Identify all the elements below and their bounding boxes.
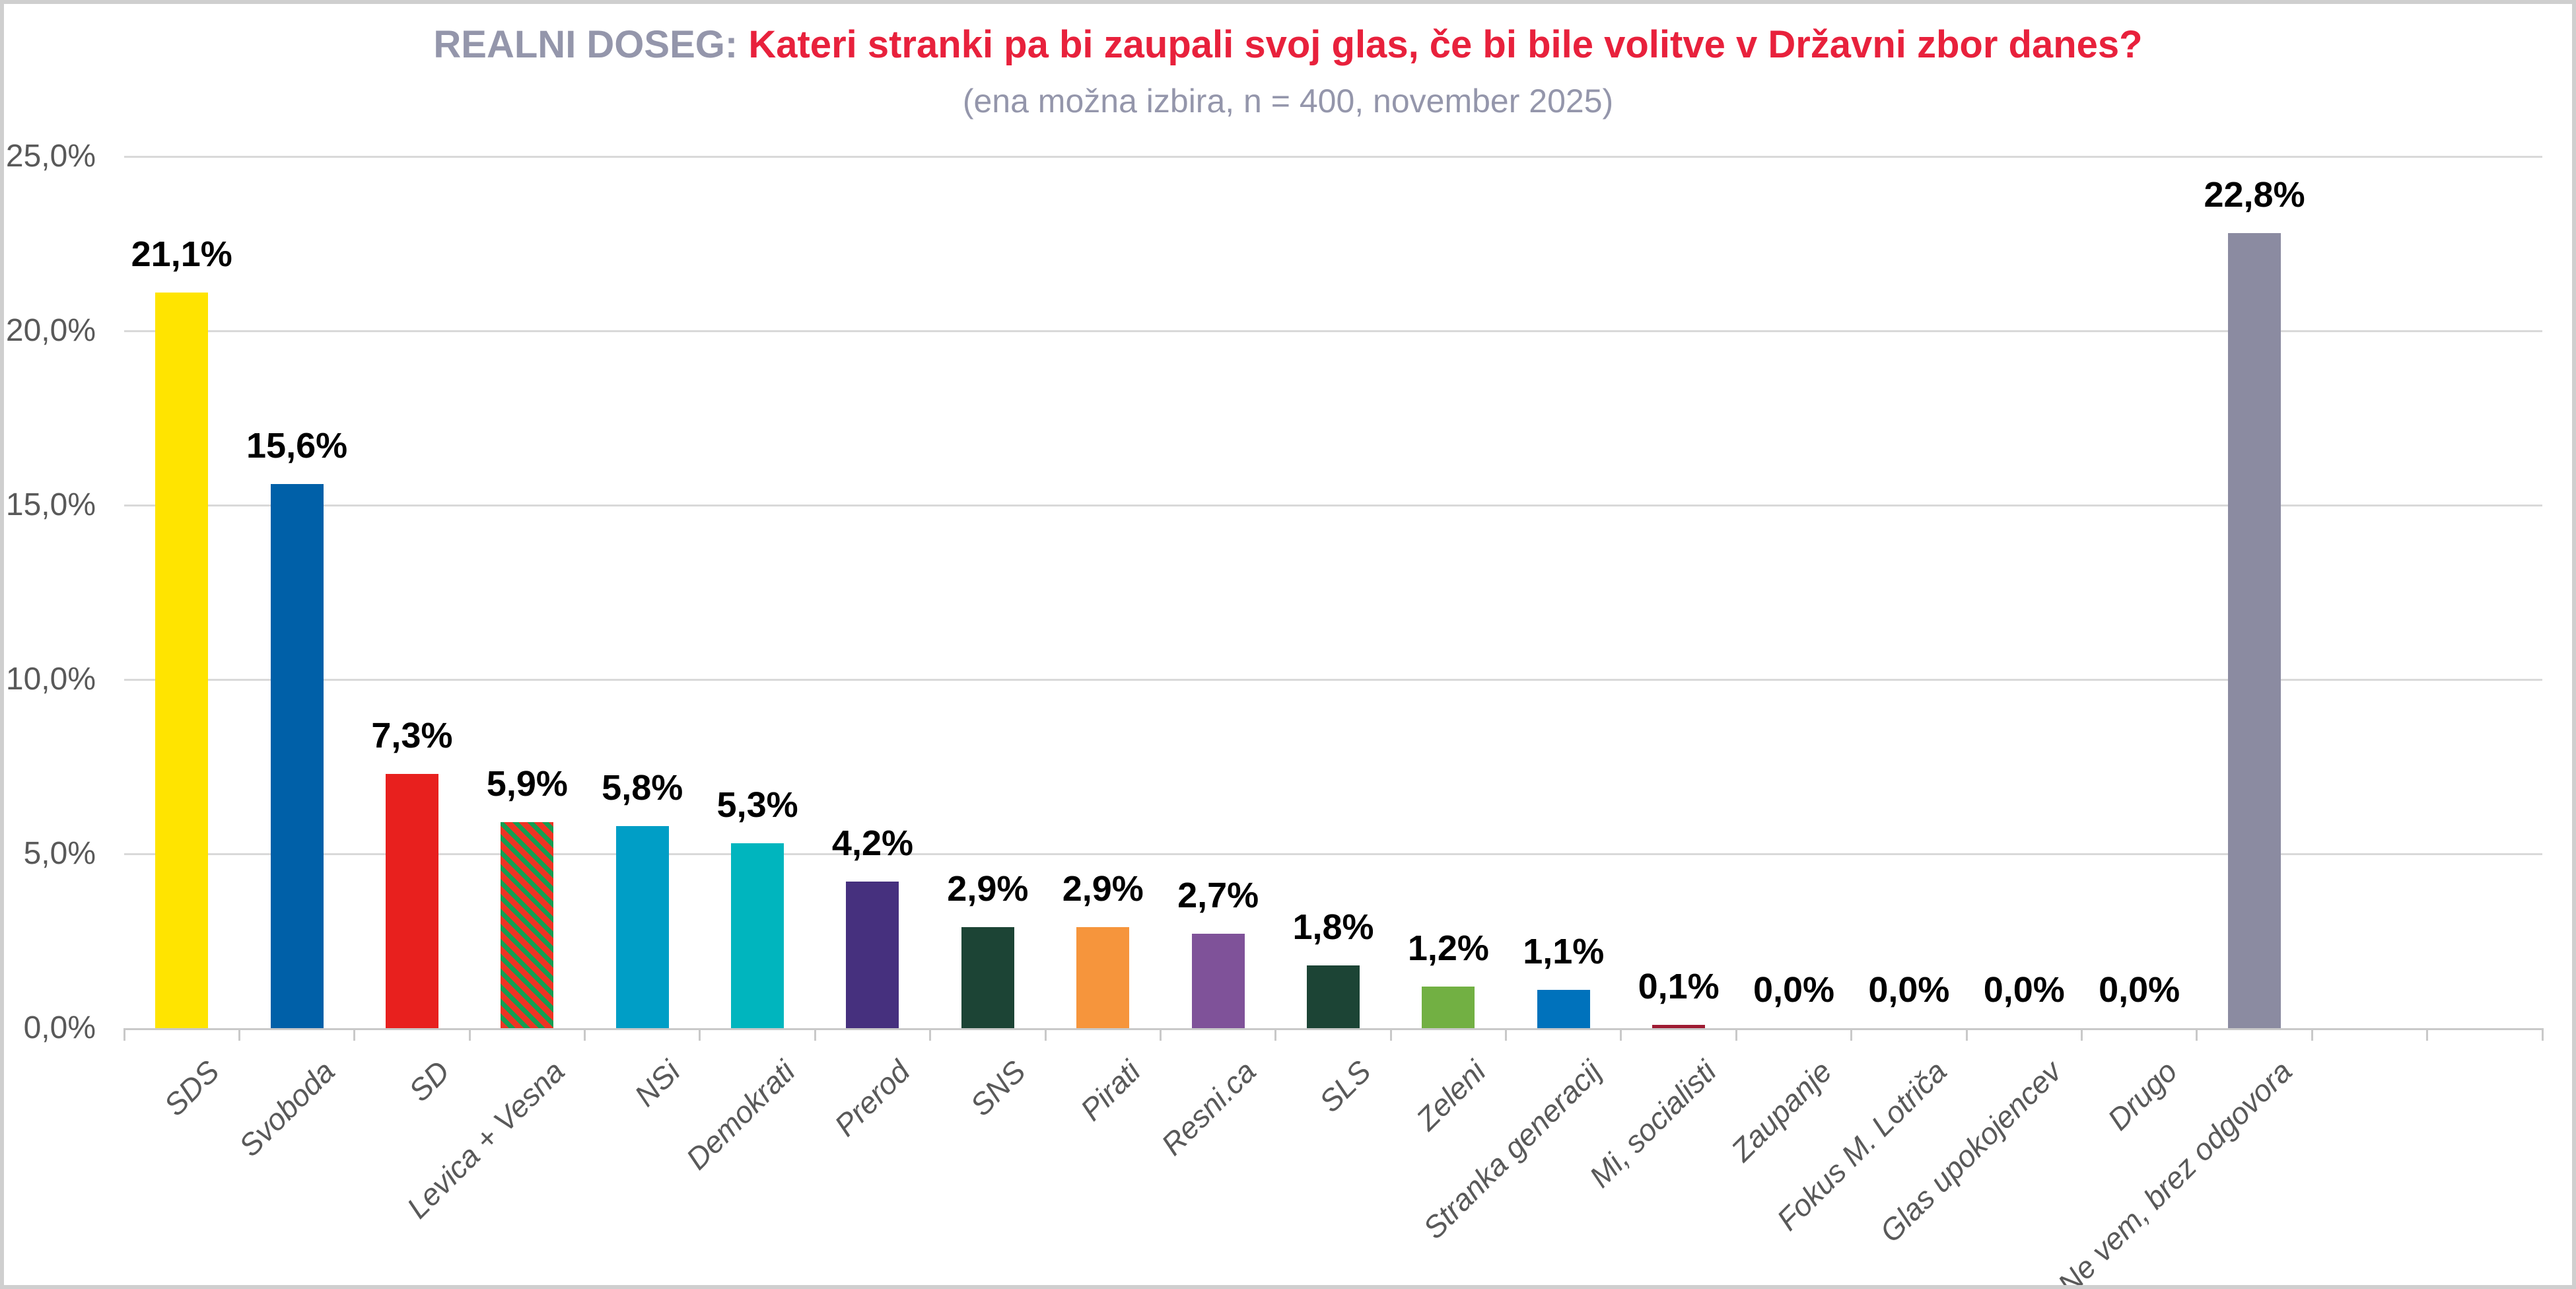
y-axis-label: 15,0%: [5, 487, 96, 522]
x-axis-tick: [1044, 1028, 1047, 1041]
y-axis-label: 0,0%: [23, 1010, 96, 1045]
gridline-15: [124, 504, 2542, 506]
x-axis-tick: [1850, 1028, 1853, 1041]
bar-value-label: 5,9%: [486, 764, 568, 804]
y-axis-label: 10,0%: [5, 662, 96, 697]
x-axis-tick: [2311, 1028, 2313, 1041]
x-axis-tick: [1620, 1028, 1622, 1041]
gridline-20: [124, 330, 2542, 332]
bar: [155, 293, 209, 1028]
bar-value-label: 0,0%: [2099, 970, 2180, 1010]
y-axis-label: 25,0%: [5, 139, 96, 174]
x-axis-tick: [1965, 1028, 1968, 1041]
x-axis-tick: [123, 1028, 125, 1041]
bar-value-label: 15,6%: [246, 426, 348, 466]
bar: [1652, 1025, 1706, 1028]
x-axis-tick: [929, 1028, 932, 1041]
bar: [731, 843, 784, 1028]
x-axis-tick: [2426, 1028, 2429, 1041]
bar: [1537, 990, 1590, 1028]
bar: [1307, 965, 1360, 1028]
x-axis-tick: [1389, 1028, 1392, 1041]
x-axis-tick: [584, 1028, 586, 1041]
x-axis-tick: [2541, 1028, 2544, 1041]
chart-title-question: Kateri stranki pa bi zaupali svoj glas, …: [738, 23, 2143, 66]
x-axis-tick: [1505, 1028, 1508, 1041]
x-axis-category-label: SDS: [157, 1054, 226, 1123]
chart-subtitle: (ena možna izbira, n = 400, november 202…: [962, 83, 1614, 120]
y-axis-label: 20,0%: [5, 313, 96, 348]
bar-value-label: 2,9%: [1062, 869, 1144, 909]
chart-title-prefix: REALNI DOSEG:: [433, 23, 738, 66]
bar: [1076, 927, 1130, 1028]
bar-value-label: 7,3%: [371, 716, 453, 755]
bar: [846, 882, 899, 1028]
x-axis-tick: [2080, 1028, 2083, 1041]
bar-value-label: 0,1%: [1638, 967, 1720, 1006]
x-axis-tick: [353, 1028, 356, 1041]
gridline-25: [124, 155, 2542, 158]
x-axis-tick: [2196, 1028, 2198, 1041]
bar-value-label: 2,9%: [947, 869, 1029, 909]
x-axis-tick: [1735, 1028, 1737, 1041]
bar-value-label: 21,1%: [131, 234, 232, 274]
gridline-5: [124, 853, 2542, 855]
y-axis-label: 5,0%: [23, 836, 96, 871]
bar-value-label: 0,0%: [1868, 970, 1950, 1010]
bar-value-label: 22,8%: [2204, 175, 2305, 215]
bar-value-label: 2,7%: [1177, 876, 1259, 915]
bar: [1422, 987, 1475, 1028]
bar-value-label: 5,8%: [602, 768, 683, 808]
bar: [615, 826, 669, 1028]
bar: [270, 484, 324, 1028]
bar: [1191, 934, 1245, 1028]
bar: [385, 774, 438, 1028]
bar-value-label: 5,3%: [716, 785, 798, 825]
bar-value-label: 0,0%: [1983, 970, 2065, 1010]
gridline-10: [124, 678, 2542, 681]
x-axis-tick: [814, 1028, 816, 1041]
bar: [501, 822, 554, 1028]
chart-title: REALNI DOSEG: Kateri stranki pa bi zaupa…: [0, 22, 2576, 67]
bar-value-label: 1,1%: [1523, 932, 1605, 971]
x-axis-tick: [238, 1028, 240, 1041]
x-axis-line: [124, 1028, 2542, 1030]
x-axis-tick: [1159, 1028, 1162, 1041]
x-axis-tick: [1274, 1028, 1277, 1041]
bar-value-label: 4,2%: [831, 823, 914, 863]
bar: [2228, 233, 2281, 1028]
x-axis-tick: [699, 1028, 701, 1041]
bar-value-label: 0,0%: [1753, 970, 1835, 1010]
bar-value-label: 1,2%: [1407, 928, 1489, 968]
bar: [961, 927, 1014, 1028]
bar-value-label: 1,8%: [1292, 907, 1374, 947]
x-axis-tick: [468, 1028, 471, 1041]
